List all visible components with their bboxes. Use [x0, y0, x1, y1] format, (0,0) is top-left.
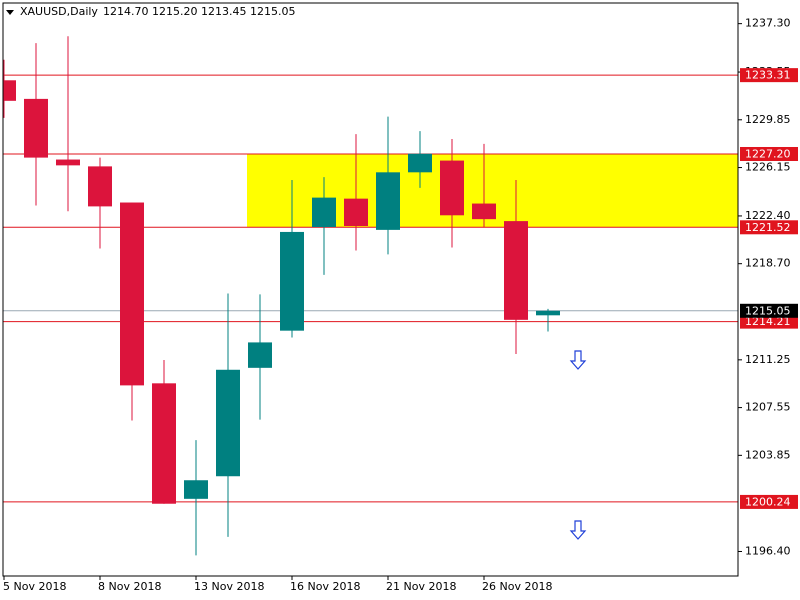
x-tick-label: 26 Nov 2018	[482, 580, 552, 593]
y-tick-label: 1203.85	[745, 448, 791, 461]
candle-body	[440, 160, 464, 216]
price-label-box	[740, 303, 798, 318]
candle-body	[312, 197, 336, 228]
candle-body	[184, 480, 208, 499]
y-tick-label: 1222.40	[745, 209, 791, 222]
menu-triangle	[6, 10, 14, 15]
y-tick-label: 1229.85	[745, 113, 791, 126]
level-label: 1214.21	[745, 315, 791, 328]
x-tick-label: 5 Nov 2018	[3, 580, 66, 593]
level-label-box	[740, 68, 798, 83]
y-tick-label: 1207.55	[745, 401, 791, 414]
y-axis: 1237.301233.551229.851226.151222.401218.…	[738, 17, 791, 557]
x-tick-label: 21 Nov 2018	[386, 580, 456, 593]
y-tick-label: 1218.70	[745, 257, 791, 270]
candle-body	[472, 203, 496, 220]
level-label-box	[740, 314, 798, 329]
candle-body	[152, 383, 176, 504]
candle-body	[344, 198, 368, 227]
y-tick-label: 1196.40	[745, 544, 791, 557]
y-tick-label: 1226.15	[745, 161, 791, 174]
chart-title: XAUUSD,Daily	[20, 5, 98, 18]
candle-body	[88, 166, 112, 207]
level-label: 1221.52	[745, 221, 791, 234]
arrow-down	[569, 520, 587, 540]
ohlc-header: 1214.70 1215.20 1213.45 1215.05	[103, 5, 295, 18]
candle-body	[504, 221, 528, 320]
candle-body	[24, 98, 48, 158]
level-label: 1200.24	[745, 495, 791, 508]
x-tick-label: 8 Nov 2018	[98, 580, 161, 593]
x-tick-label: 13 Nov 2018	[194, 580, 264, 593]
level-label: 1233.31	[745, 69, 791, 82]
x-tick-label: 16 Nov 2018	[290, 580, 360, 593]
y-tick-label: 1211.25	[745, 353, 791, 366]
level-label-box	[740, 494, 798, 509]
plot-border	[2, 2, 739, 577]
candle-body	[3, 80, 16, 101]
candle-body	[280, 231, 304, 331]
level-label: 1227.20	[745, 147, 791, 160]
price-label: 1215.05	[745, 304, 791, 317]
y-tick-label: 1237.30	[745, 17, 791, 30]
candle-body	[408, 153, 432, 173]
candle-body	[376, 172, 400, 230]
level-label-box	[740, 220, 798, 235]
candle-body	[216, 369, 240, 477]
arrow-down	[569, 350, 587, 370]
level-label-box	[740, 146, 798, 161]
plot-area	[3, 36, 738, 556]
candle-body	[120, 202, 144, 386]
candle-body	[56, 159, 80, 166]
candle-body	[248, 342, 272, 368]
candle-body	[536, 310, 560, 316]
